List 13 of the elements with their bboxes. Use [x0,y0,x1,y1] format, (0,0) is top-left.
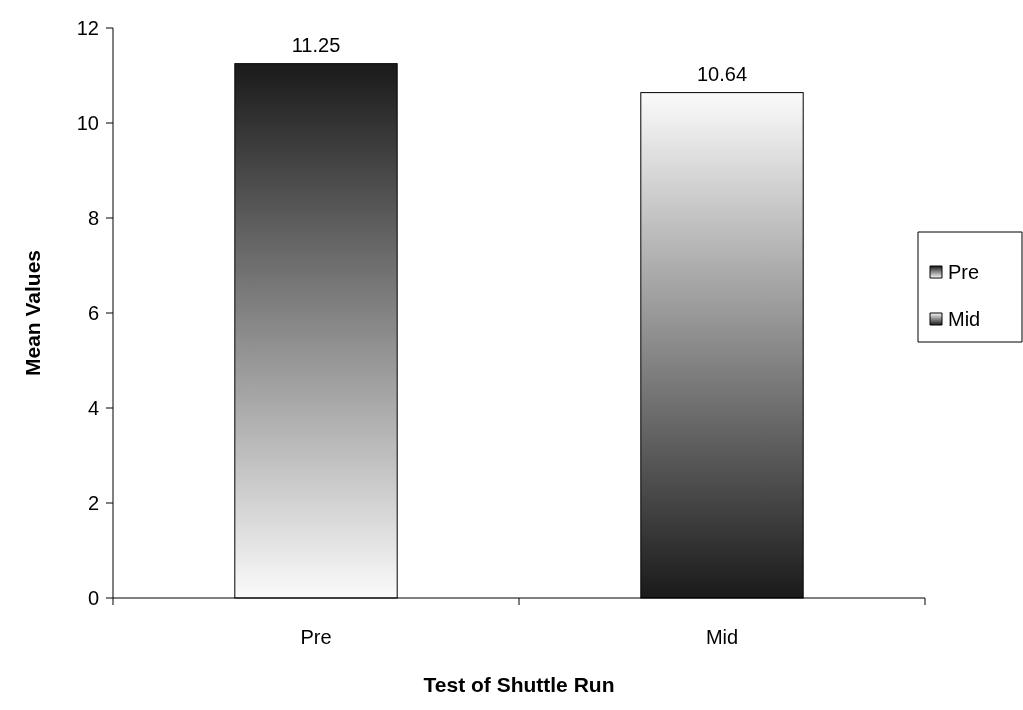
y-tick-label: 10 [76,112,99,134]
legend-label: Mid [948,308,981,330]
y-tick-label: 0 [87,587,99,609]
legend-label: Pre [948,261,980,283]
y-tick-label: 6 [87,302,99,324]
data-label: 11.25 [291,33,341,56]
data-label: 10.64 [696,62,748,85]
x-axis-title: Test of Shuttle Run [423,673,615,696]
y-tick-label: 4 [87,397,99,419]
y-tick-label: 12 [76,17,99,39]
y-axis-title: Mean Values [21,249,44,377]
y-tick-label: 8 [87,207,99,229]
y-tick-label: 2 [87,492,99,514]
